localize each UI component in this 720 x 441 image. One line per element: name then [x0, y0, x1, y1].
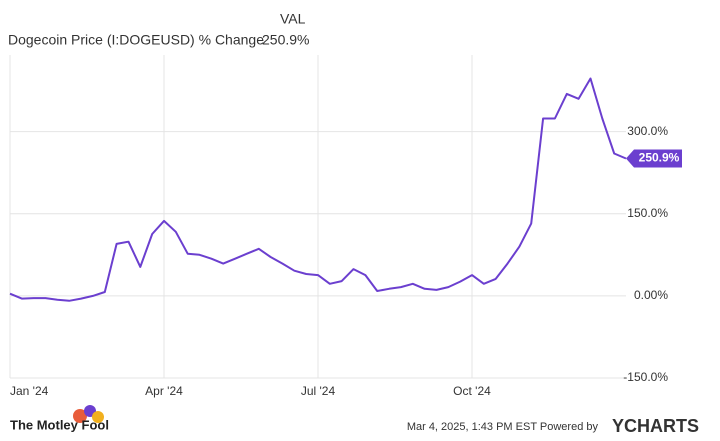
logo — [73, 405, 104, 423]
provider: YCHARTS — [612, 416, 699, 436]
x-tick-label: Apr '24 — [145, 384, 183, 398]
y-tick-label: 300.0% — [627, 124, 668, 138]
value-label: 250.9% — [639, 151, 680, 165]
y-tick-label: 150.0% — [627, 206, 668, 220]
brand: The Motley Fool — [10, 417, 109, 432]
timestamp: Mar 4, 2025, 1:43 PM EST Powered by — [407, 421, 599, 433]
legend-entry: Dogecoin Price (I:DOGEUSD) % Change — [8, 32, 264, 48]
legend-value: 250.9% — [262, 32, 309, 48]
x-tick-label: Jul '24 — [301, 384, 336, 398]
legend-header: VAL — [280, 11, 306, 27]
x-tick-label: Oct '24 — [453, 384, 491, 398]
value-flag — [626, 149, 682, 168]
x-tick-label: Jan '24 — [10, 384, 49, 398]
line — [9, 77, 627, 302]
y-tick-label: 0.00% — [634, 288, 668, 302]
y-tick-label: -150.0% — [623, 370, 668, 384]
